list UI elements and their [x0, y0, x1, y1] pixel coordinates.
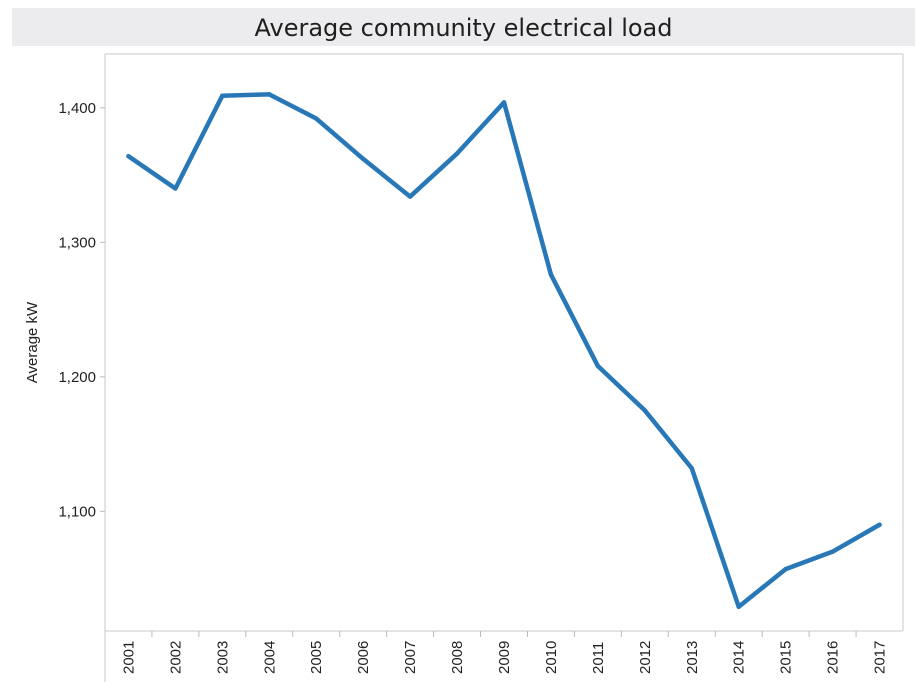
y-axis-title: Average kW — [24, 301, 41, 383]
y-tick-label: 1,300 — [58, 234, 96, 251]
x-tick-label: 2001 — [120, 641, 137, 674]
y-tick-label: 1,200 — [58, 369, 96, 386]
x-tick-label: 2013 — [684, 641, 701, 674]
x-tick-label: 2017 — [872, 641, 889, 674]
x-tick-label: 2005 — [308, 641, 325, 674]
x-tick-label: 2002 — [167, 641, 184, 674]
series-line — [126, 92, 882, 610]
data-point — [877, 522, 882, 527]
data-point — [595, 363, 601, 369]
x-tick-label: 2014 — [731, 641, 748, 674]
data-point — [783, 566, 788, 572]
data-point — [407, 194, 413, 199]
x-tick-label: 2015 — [778, 641, 795, 674]
data-point — [830, 549, 835, 554]
data-point — [736, 604, 741, 609]
chart-title-bar: Average community electrical load — [12, 8, 915, 46]
x-tick-label: 2003 — [214, 641, 231, 674]
x-tick-label: 2008 — [449, 641, 466, 674]
data-point — [642, 408, 648, 413]
data-point — [360, 156, 366, 162]
data-point — [173, 186, 178, 191]
x-tick-label: 2009 — [496, 641, 513, 674]
data-point — [126, 154, 131, 159]
x-tick-label: 2007 — [402, 641, 419, 674]
x-tick-label: 2011 — [590, 642, 607, 674]
y-axis: 1,100 1,200 1,300 1,400 — [58, 100, 105, 520]
data-point — [220, 93, 225, 98]
data-point — [689, 466, 694, 471]
y-tick-label: 1,400 — [58, 100, 96, 117]
x-tick-label: 2004 — [261, 641, 278, 674]
x-tick-label: 2006 — [355, 641, 372, 674]
series-layer — [126, 92, 882, 610]
data-point — [314, 116, 319, 121]
data-point — [548, 272, 554, 277]
x-tick-label: 2010 — [543, 641, 560, 674]
data-point — [267, 92, 272, 97]
x-axis: 2001 2002 2003 2004 2005 2006 2007 2008 2009 2010… — [120, 631, 889, 674]
x-tick-label: 2016 — [825, 641, 842, 674]
data-point — [454, 151, 460, 156]
y-tick-label: 1,100 — [58, 503, 96, 520]
chart-title: Average community electrical load — [254, 14, 673, 42]
plot-frame — [104, 53, 904, 682]
data-point — [501, 100, 507, 105]
x-tick-label: 2012 — [637, 641, 654, 674]
